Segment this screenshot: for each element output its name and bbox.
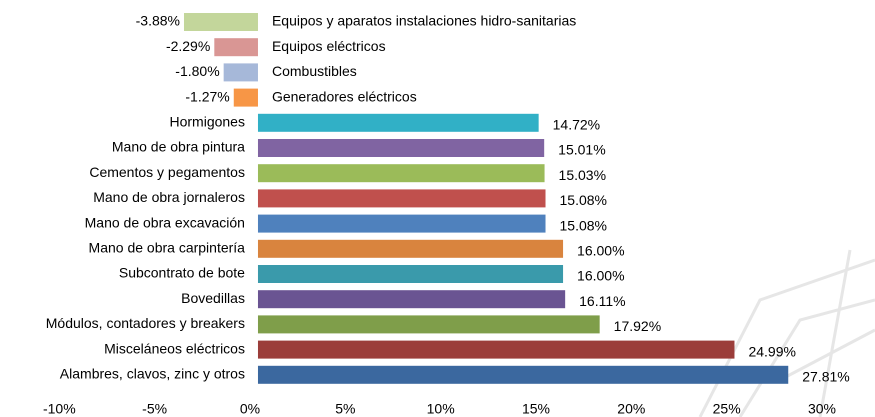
bar [257, 214, 546, 233]
value-label: 15.08% [560, 217, 607, 233]
bar [183, 13, 258, 31]
category-label: Cementos y pegamentos [89, 164, 245, 180]
value-label: -3.88% [136, 13, 180, 29]
x-tick-label: 0% [240, 401, 260, 417]
bar [257, 265, 564, 283]
category-label: Equipos y aparatos instalaciones hidro-s… [272, 13, 576, 29]
bar [257, 189, 546, 208]
category-label: Equipos eléctricos [272, 38, 386, 54]
value-label: 16.00% [577, 268, 624, 284]
bar [223, 63, 258, 82]
x-tick-label: 15% [522, 401, 550, 417]
category-label: Mano de obra pintura [112, 139, 245, 155]
x-tick-label: -10% [43, 401, 76, 417]
x-tick-label: 5% [335, 401, 355, 417]
x-tick-label: -5% [142, 401, 167, 417]
value-label: -1.27% [185, 88, 229, 104]
x-tick-label: 20% [617, 401, 645, 417]
value-label: -2.29% [166, 38, 210, 54]
bar [257, 365, 789, 384]
value-label: -1.80% [175, 63, 219, 79]
value-label: 17.92% [614, 318, 661, 334]
category-label: Bovedillas [181, 290, 245, 306]
bar [214, 38, 258, 57]
category-label: Alambres, clavos, zinc y otros [60, 366, 245, 382]
value-label: 16.11% [579, 293, 625, 309]
category-label: Generadores eléctricos [272, 88, 417, 104]
category-label: Subcontrato de bote [119, 265, 245, 281]
value-label: 15.01% [558, 142, 605, 158]
value-label: 16.00% [577, 243, 624, 259]
bar [257, 340, 735, 359]
bar [257, 113, 539, 132]
category-label: Mano de obra jornaleros [93, 189, 245, 205]
bar [257, 164, 545, 183]
x-tick-label: 25% [713, 401, 741, 417]
value-label: 15.03% [559, 167, 606, 183]
value-label: 27.81% [802, 369, 849, 385]
bar [233, 88, 258, 107]
value-label: 14.72% [553, 117, 600, 133]
bar [257, 290, 566, 309]
bar [257, 315, 600, 334]
category-label: Hormigones [169, 114, 244, 130]
bar [257, 239, 564, 258]
x-tick-label: 10% [427, 401, 455, 417]
category-label: Módulos, contadores y breakers [46, 315, 245, 331]
x-tick-label: 30% [808, 401, 836, 417]
category-label: Mano de obra excavación [85, 214, 245, 230]
category-label: Combustibles [272, 63, 357, 79]
category-label: Mano de obra carpintería [89, 240, 246, 256]
category-label: Misceláneos eléctricos [104, 340, 245, 356]
value-label: 24.99% [748, 343, 795, 359]
bar [257, 139, 545, 157]
value-label: 15.08% [560, 192, 607, 208]
background-watermark [698, 249, 875, 417]
